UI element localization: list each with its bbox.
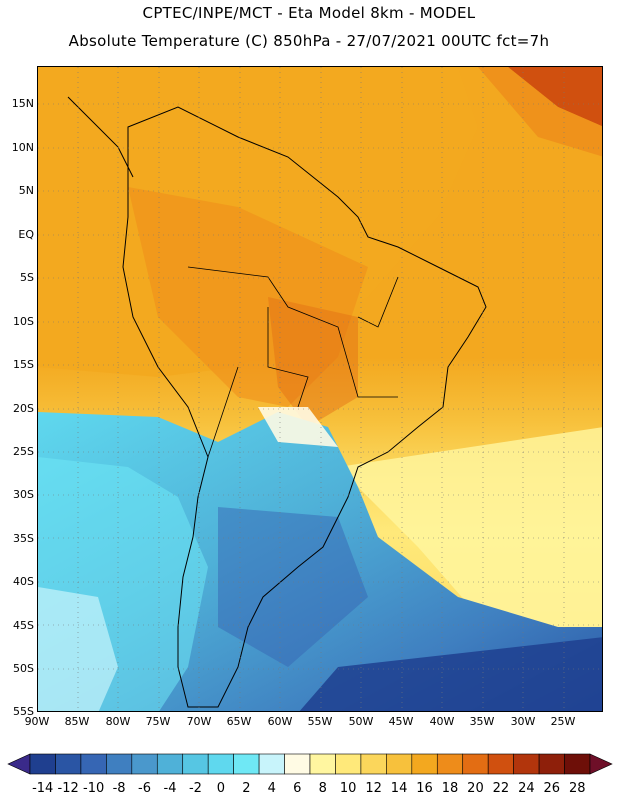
- colorbar-tick-label: -14: [32, 781, 54, 796]
- colorbar-segment: [309, 753, 336, 775]
- colorbar-min-arrow: [7, 753, 31, 775]
- lat-label: 50S: [13, 662, 34, 675]
- lat-label: EQ: [18, 228, 34, 241]
- lat-label: 40S: [13, 575, 34, 588]
- lat-label: 30S: [13, 488, 34, 501]
- lon-label: 55W: [307, 715, 333, 728]
- colorbar-segment: [564, 753, 591, 775]
- colorbar-segment: [462, 753, 489, 775]
- lon-label: 65W: [226, 715, 252, 728]
- colorbar-segment: [513, 753, 540, 775]
- colorbar-tick-label: -12: [57, 781, 79, 796]
- colorbar-segment: [487, 753, 514, 775]
- colorbar-tick-label: 14: [390, 781, 408, 796]
- lat-label: 45S: [13, 619, 34, 632]
- colorbar-tick-label: 12: [365, 781, 382, 796]
- colorbar-segment: [335, 753, 362, 775]
- lat-label: 15S: [13, 358, 34, 371]
- colorbar-segment: [182, 753, 209, 775]
- colorbar-tick-label: 26: [543, 781, 561, 796]
- lat-label: 5N: [18, 184, 34, 197]
- colorbar-segment: [207, 753, 234, 775]
- colorbar-tick-label: -10: [83, 781, 105, 796]
- lat-label: 35S: [13, 532, 34, 545]
- lon-label: 80W: [105, 715, 131, 728]
- temperature-map: [38, 67, 602, 711]
- colorbar-tick-label: -6: [138, 781, 152, 796]
- colorbar-tick-label: 24: [518, 781, 535, 796]
- colorbar-segment: [55, 753, 82, 775]
- colorbar-segment: [386, 753, 413, 775]
- colorbar-segment: [80, 753, 107, 775]
- color-scale-bar: [7, 753, 613, 775]
- colorbar-tick-label: 20: [467, 781, 484, 796]
- colorbar-tick-label: 18: [441, 781, 459, 796]
- lat-label: 25S: [13, 445, 34, 458]
- colorbar-segment: [284, 753, 311, 775]
- colorbar-tick-label: 28: [568, 781, 586, 796]
- colorbar-tick-label: 10: [339, 781, 357, 796]
- colorbar-segment: [411, 753, 438, 775]
- colorbar-segment: [106, 753, 133, 775]
- colorbar-tick-label: -4: [163, 781, 177, 796]
- lat-label: 10N: [11, 141, 34, 154]
- colorbar-max-arrow: [589, 753, 613, 775]
- map-title: CPTEC/INPE/MCT - Eta Model 8km - MODEL: [142, 4, 476, 22]
- lon-label: 40W: [429, 715, 455, 728]
- lon-label: 90W: [24, 715, 50, 728]
- colorbar-tick-label: 22: [492, 781, 510, 796]
- colorbar-segment: [156, 753, 184, 775]
- lon-label: 45W: [388, 715, 414, 728]
- colorbar-tick-label: 0: [216, 781, 226, 796]
- lon-label: 25W: [550, 715, 576, 728]
- colorbar-tick-label: 8: [318, 781, 327, 796]
- lon-label: 50W: [348, 715, 374, 728]
- lat-label: 10S: [13, 315, 34, 328]
- colorbar-segment: [258, 753, 285, 775]
- lat-label: 20S: [13, 402, 34, 415]
- map-subtitle: Absolute Temperature (C) 850hPa - 27/07/…: [68, 32, 550, 50]
- lon-label: 70W: [186, 715, 212, 728]
- colorbar-tick-label: 2: [242, 781, 251, 796]
- lon-label: 35W: [469, 715, 495, 728]
- lon-label: 30W: [510, 715, 536, 728]
- colorbar-segment: [233, 753, 260, 775]
- map-panel: [37, 66, 603, 712]
- colorbar-segment: [131, 753, 158, 775]
- colorbar-tick-label: 16: [416, 781, 433, 796]
- lat-label: 55S: [13, 705, 34, 718]
- colorbar-segment: [436, 753, 464, 775]
- colorbar-segment: [538, 753, 565, 775]
- lon-label: 60W: [267, 715, 293, 728]
- colorbar-segment: [29, 753, 56, 775]
- lon-label: 85W: [64, 715, 90, 728]
- colorbar-tick-label: -2: [188, 781, 202, 796]
- colorbar-segment: [360, 753, 387, 775]
- colorbar-tick-label: 6: [293, 781, 302, 796]
- lon-label: 75W: [145, 715, 171, 728]
- colorbar-tick-label: 4: [267, 781, 276, 796]
- colorbar-tick-label: -8: [112, 781, 126, 796]
- lat-label: 15N: [11, 97, 34, 110]
- lat-label: 5S: [20, 271, 34, 284]
